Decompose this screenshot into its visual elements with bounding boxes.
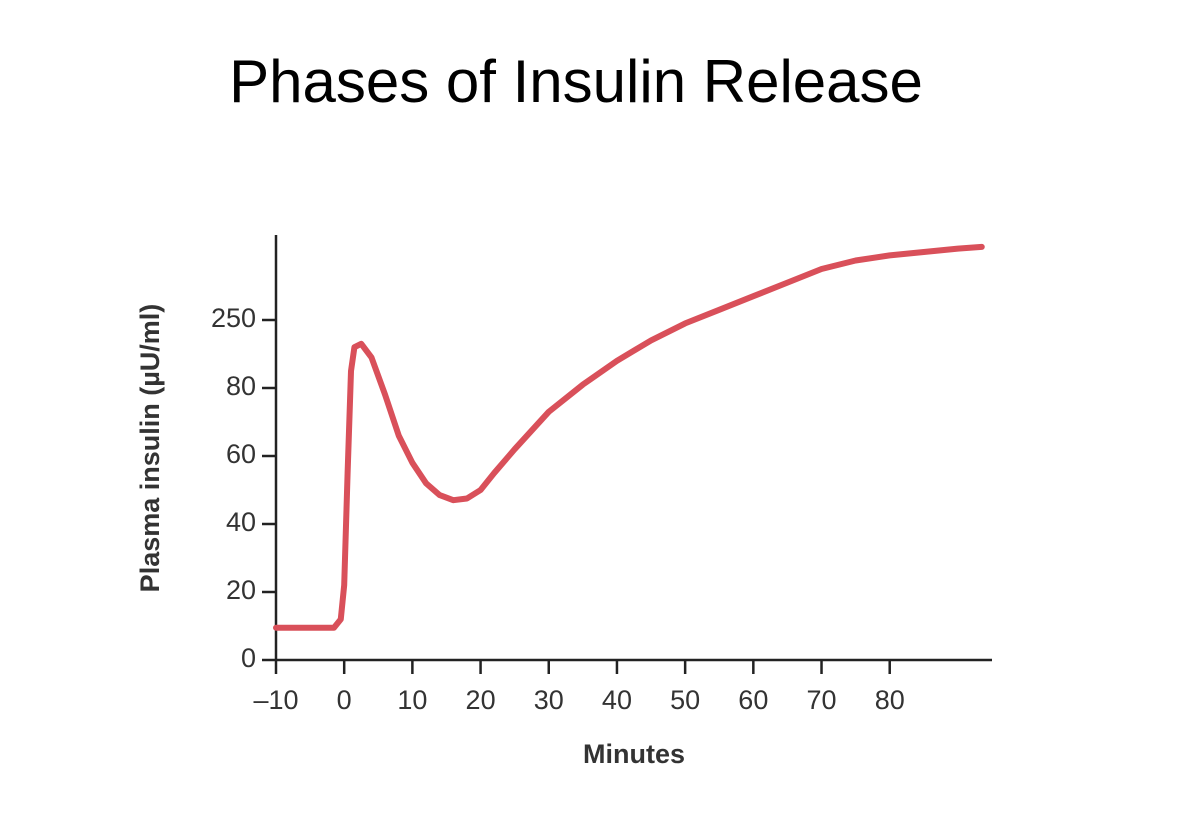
x-tick-label: 60 [738,685,768,715]
x-tick-label: 0 [337,685,352,715]
x-tick-label: 70 [807,685,837,715]
x-tick-label: 20 [466,685,496,715]
x-tick-label: 50 [670,685,700,715]
y-tick-label: 250 [211,303,256,333]
x-axis-label: Minutes [583,739,685,769]
y-tick-label: 60 [226,439,256,469]
y-axis-label: Plasma insulin (µU/ml) [135,304,165,593]
x-tick-label: –10 [253,685,298,715]
chart-title: Phases of Insulin Release [229,48,923,115]
x-tick-label: 80 [875,685,905,715]
x-tick-label: 40 [602,685,632,715]
x-tick-label: 10 [397,685,427,715]
x-tick-label: 30 [534,685,564,715]
y-tick-label: 20 [226,575,256,605]
line [273,243,985,631]
y-tick-label: 80 [226,371,256,401]
y-tick-label: 0 [241,643,256,673]
y-tick-label: 40 [226,507,256,537]
